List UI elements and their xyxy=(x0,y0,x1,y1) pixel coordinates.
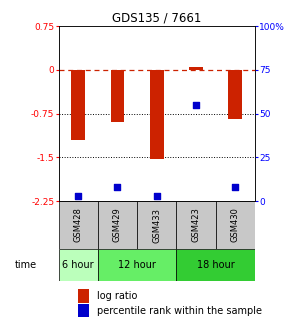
Bar xyxy=(176,249,255,281)
Text: percentile rank within the sample: percentile rank within the sample xyxy=(97,305,262,316)
Text: GSM423: GSM423 xyxy=(192,208,200,242)
Point xyxy=(233,184,238,190)
Bar xyxy=(229,70,242,119)
FancyBboxPatch shape xyxy=(137,201,176,249)
Bar xyxy=(78,289,89,303)
Text: 12 hour: 12 hour xyxy=(118,260,156,270)
Bar xyxy=(59,249,98,281)
Point xyxy=(194,102,198,108)
Text: GSM428: GSM428 xyxy=(74,208,83,242)
Text: 6 hour: 6 hour xyxy=(62,260,94,270)
Text: time: time xyxy=(15,260,37,270)
Bar xyxy=(71,70,85,140)
Bar xyxy=(78,303,89,318)
Bar xyxy=(111,70,124,122)
Text: GSM429: GSM429 xyxy=(113,208,122,242)
FancyBboxPatch shape xyxy=(176,201,216,249)
FancyBboxPatch shape xyxy=(216,201,255,249)
Point xyxy=(115,184,120,190)
Bar xyxy=(98,249,176,281)
Bar xyxy=(189,67,203,70)
Point xyxy=(154,193,159,198)
Text: GSM433: GSM433 xyxy=(152,208,161,243)
FancyBboxPatch shape xyxy=(59,201,98,249)
Text: log ratio: log ratio xyxy=(97,291,137,301)
FancyBboxPatch shape xyxy=(98,201,137,249)
Point xyxy=(76,193,81,198)
Text: 18 hour: 18 hour xyxy=(197,260,234,270)
Bar xyxy=(150,70,163,159)
Text: GSM430: GSM430 xyxy=(231,208,240,242)
Title: GDS135 / 7661: GDS135 / 7661 xyxy=(112,12,202,25)
